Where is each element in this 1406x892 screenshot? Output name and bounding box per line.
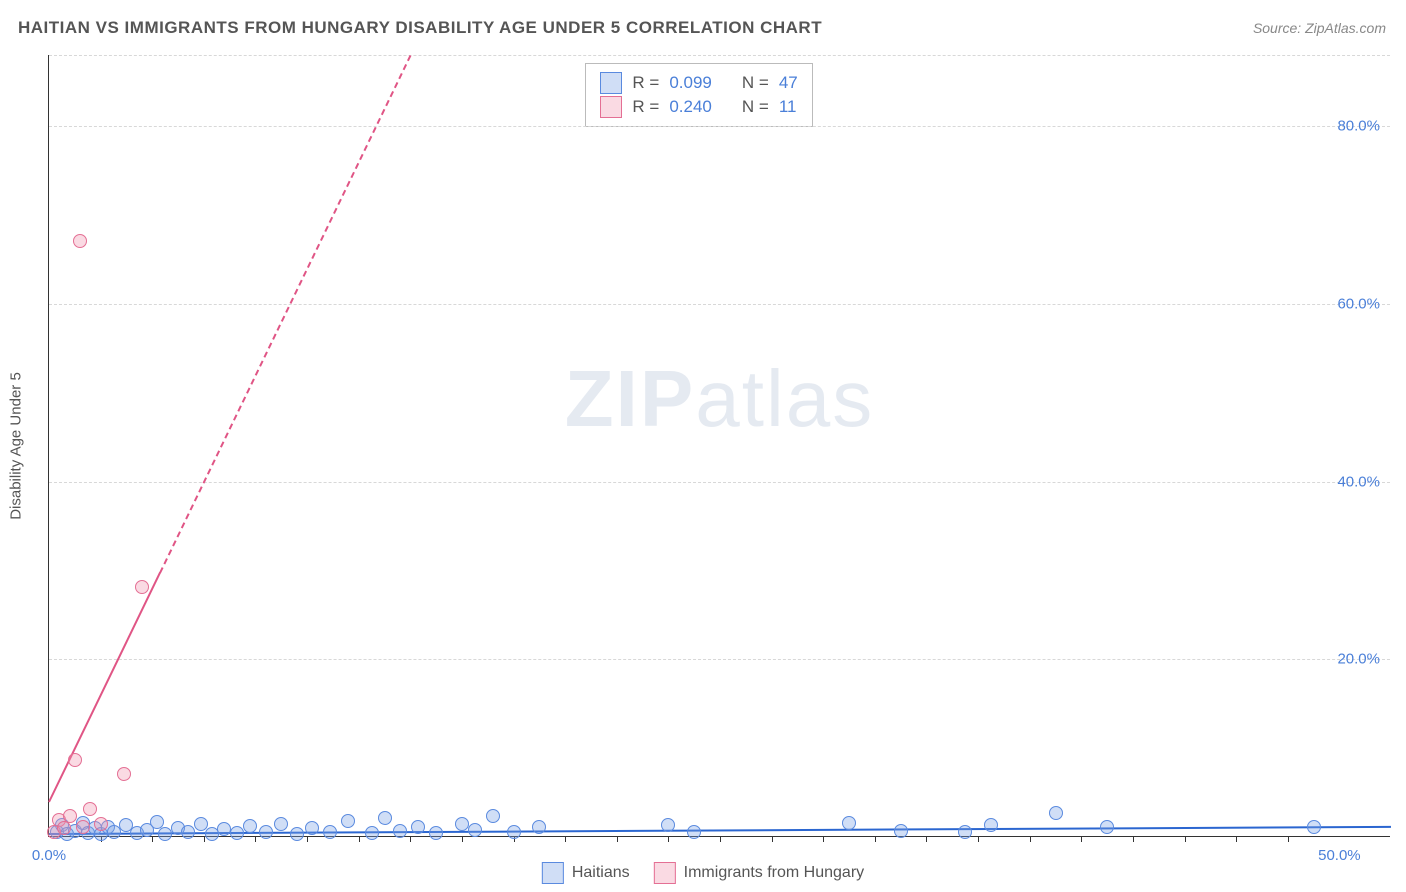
grid-line: [49, 55, 1390, 56]
legend-correlation-box: R = 0.099 N = 47 R = 0.240 N = 11: [585, 63, 812, 127]
data-point-haitians: [230, 826, 244, 840]
data-point-haitians: [1307, 820, 1321, 834]
data-point-hungary: [68, 753, 82, 767]
data-point-haitians: [243, 819, 257, 833]
y-tick-label: 80.0%: [1337, 118, 1380, 135]
trend-line: [159, 56, 411, 574]
data-point-haitians: [158, 827, 172, 841]
x-minor-tick: [307, 836, 308, 842]
data-point-haitians: [365, 826, 379, 840]
data-point-haitians: [842, 816, 856, 830]
x-minor-tick: [772, 836, 773, 842]
x-minor-tick: [926, 836, 927, 842]
source-label: Source: ZipAtlas.com: [1253, 20, 1386, 36]
x-minor-tick: [617, 836, 618, 842]
x-minor-tick: [462, 836, 463, 842]
data-point-haitians: [290, 827, 304, 841]
chart-title: HAITIAN VS IMMIGRANTS FROM HUNGARY DISAB…: [18, 18, 822, 38]
x-minor-tick: [410, 836, 411, 842]
x-tick-label: 50.0%: [1318, 847, 1361, 864]
grid-line: [49, 126, 1390, 127]
grid-line: [49, 659, 1390, 660]
data-point-haitians: [468, 823, 482, 837]
swatch-hungary-bottom: [654, 862, 676, 884]
n-value-haitians: 47: [779, 73, 798, 93]
swatch-haitians: [600, 72, 622, 94]
x-minor-tick: [823, 836, 824, 842]
legend-item-hungary: Immigrants from Hungary: [654, 862, 865, 884]
data-point-haitians: [378, 811, 392, 825]
x-minor-tick: [1185, 836, 1186, 842]
legend-row-haitians: R = 0.099 N = 47: [600, 72, 797, 94]
grid-line: [49, 304, 1390, 305]
data-point-haitians: [486, 809, 500, 823]
data-point-haitians: [411, 820, 425, 834]
data-point-haitians: [323, 825, 337, 839]
plot-area: ZIPatlas R = 0.099 N = 47 R = 0.240 N = …: [48, 55, 1390, 837]
x-minor-tick: [1288, 836, 1289, 842]
data-point-haitians: [305, 821, 319, 835]
data-point-haitians: [341, 814, 355, 828]
data-point-hungary: [117, 767, 131, 781]
x-minor-tick: [720, 836, 721, 842]
data-point-haitians: [507, 825, 521, 839]
data-point-haitians: [894, 824, 908, 838]
x-minor-tick: [1081, 836, 1082, 842]
data-point-haitians: [984, 818, 998, 832]
data-point-hungary: [76, 820, 90, 834]
data-point-haitians: [274, 817, 288, 831]
x-tick-label: 0.0%: [32, 847, 66, 864]
y-tick-label: 40.0%: [1337, 473, 1380, 490]
x-minor-tick: [875, 836, 876, 842]
x-minor-tick: [1236, 836, 1237, 842]
data-point-haitians: [1100, 820, 1114, 834]
x-minor-tick: [359, 836, 360, 842]
data-point-haitians: [687, 825, 701, 839]
x-minor-tick: [255, 836, 256, 842]
data-point-hungary: [94, 817, 108, 831]
data-point-hungary: [63, 809, 77, 823]
grid-line: [49, 482, 1390, 483]
data-point-haitians: [455, 817, 469, 831]
x-minor-tick: [668, 836, 669, 842]
swatch-hungary: [600, 96, 622, 118]
data-point-haitians: [1049, 806, 1063, 820]
data-point-hungary: [135, 580, 149, 594]
watermark: ZIPatlas: [565, 353, 874, 445]
legend-bottom: Haitians Immigrants from Hungary: [542, 862, 864, 884]
legend-row-hungary: R = 0.240 N = 11: [600, 96, 797, 118]
y-tick-label: 60.0%: [1337, 295, 1380, 312]
data-point-haitians: [259, 825, 273, 839]
x-minor-tick: [1030, 836, 1031, 842]
n-value-hungary: 11: [779, 97, 797, 117]
trend-line: [48, 573, 161, 803]
r-value-hungary: 0.240: [669, 97, 712, 117]
data-point-hungary: [73, 234, 87, 248]
r-value-haitians: 0.099: [669, 73, 712, 93]
data-point-haitians: [958, 825, 972, 839]
data-point-haitians: [205, 827, 219, 841]
y-axis-label: Disability Age Under 5: [8, 372, 25, 520]
data-point-haitians: [429, 826, 443, 840]
data-point-hungary: [83, 802, 97, 816]
x-minor-tick: [152, 836, 153, 842]
data-point-haitians: [661, 818, 675, 832]
data-point-haitians: [393, 824, 407, 838]
x-minor-tick: [565, 836, 566, 842]
data-point-haitians: [107, 825, 121, 839]
y-tick-label: 20.0%: [1337, 651, 1380, 668]
x-minor-tick: [1133, 836, 1134, 842]
chart-container: HAITIAN VS IMMIGRANTS FROM HUNGARY DISAB…: [0, 0, 1406, 892]
data-point-haitians: [217, 822, 231, 836]
swatch-haitians-bottom: [542, 862, 564, 884]
data-point-haitians: [181, 825, 195, 839]
legend-item-haitians: Haitians: [542, 862, 630, 884]
x-minor-tick: [978, 836, 979, 842]
data-point-haitians: [532, 820, 546, 834]
